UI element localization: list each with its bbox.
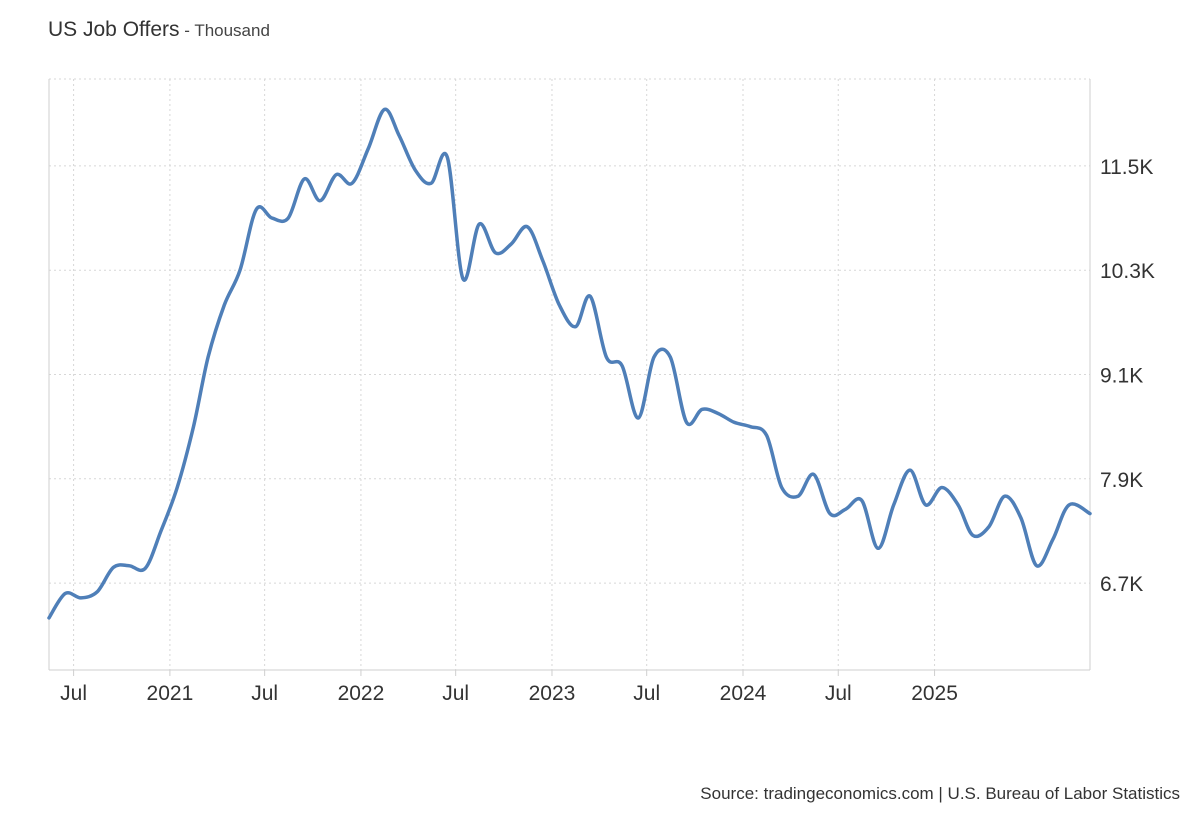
title-separator: - [179,21,195,40]
x-tick-label: 2025 [911,682,958,705]
y-tick-label: 7.9K [1100,469,1143,492]
y-tick-label: 9.1K [1100,365,1143,388]
series-layer [47,107,1092,620]
x-tick-label: Jul [60,682,87,705]
x-tick-label: Jul [825,682,852,705]
chart-title: US Job Offers [48,18,180,41]
y-tick-label: 10.3K [1100,260,1155,283]
chart-unit: Thousand [194,21,270,40]
axis-layer [48,79,1091,676]
series-line [47,107,1092,620]
tick-label-layer: 6.7K 7.9K 9.1K 10.3K 11.5K Jul 2021 Jul 2022 Jul 2… [60,156,1155,705]
source-credit: Source: tradingeconomics.com | U.S. Bure… [700,784,1180,803]
grid-layer [49,78,1090,670]
y-tick-label: 11.5K [1100,156,1153,179]
x-tick-label: 2023 [529,682,576,705]
x-tick-label: 2024 [720,682,767,705]
x-tick-label: 2022 [338,682,385,705]
x-tick-label: Jul [442,682,469,705]
x-tick-label: 2021 [147,682,194,705]
x-tick-label: Jul [633,682,660,705]
chart-title-block: US Job Offers - Thousand [48,18,270,42]
x-tick-label: Jul [251,682,278,705]
y-tick-label: 6.7K [1100,573,1143,596]
